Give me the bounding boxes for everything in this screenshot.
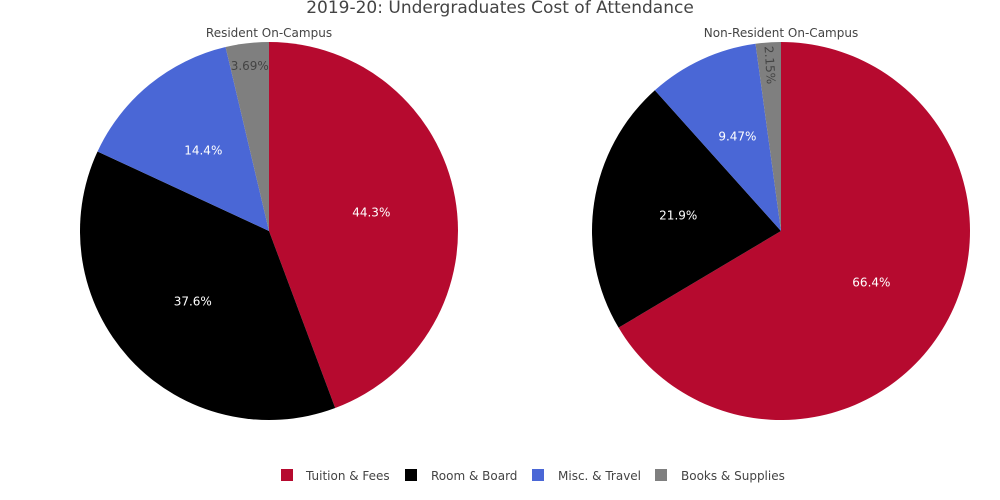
slice-label-non-resident-books-supplies: 2.15%: [761, 46, 778, 85]
legend-label-books-supplies: Books & Supplies: [681, 469, 785, 483]
legend-item-room-board[interactable]: Room & Board: [405, 469, 517, 483]
slice-label-resident-tuition-fees: 44.3%: [352, 205, 390, 219]
pie-slice-non-resident-tuition-fees[interactable]: [618, 42, 970, 420]
slice-label-non-resident-tuition-fees: 66.4%: [852, 275, 890, 289]
chart-title: 2019-20: Undergraduates Cost of Attendan…: [306, 0, 694, 18]
pie-title-non-resident: Non-Resident On-Campus: [704, 26, 858, 40]
slice-label-resident-room-board: 37.6%: [174, 295, 212, 309]
legend-swatch-tuition-fees: [281, 469, 293, 481]
legend-item-tuition-fees[interactable]: Tuition & Fees: [281, 469, 390, 483]
pie-slice-non-resident-books-supplies[interactable]: [755, 42, 781, 231]
legend-item-misc-travel[interactable]: Misc. & Travel: [532, 469, 641, 483]
pie-slice-resident-room-board[interactable]: [79, 151, 336, 420]
legend-swatch-misc-travel: [532, 469, 544, 481]
legend-swatch-books-supplies: [655, 469, 667, 481]
pie-title-resident: Resident On-Campus: [206, 26, 332, 40]
slice-label-resident-books-supplies: 3.69%: [231, 59, 269, 73]
pie-slice-non-resident-room-board[interactable]: [592, 90, 781, 328]
slice-label-resident-misc-travel: 14.4%: [184, 143, 222, 157]
legend-label-tuition-fees: Tuition & Fees: [305, 469, 390, 483]
legend-item-books-supplies[interactable]: Books & Supplies: [655, 469, 785, 483]
slices-non-resident: 66.4% 21.9% 9.47% 2.15%: [592, 42, 970, 420]
slices-resident: 44.3% 37.6% 14.4% 3.69%: [79, 42, 458, 420]
legend-label-room-board: Room & Board: [431, 469, 517, 483]
pie-slice-non-resident-misc-travel[interactable]: [654, 43, 781, 231]
legend: Tuition & Fees Room & Board Misc. & Trav…: [281, 469, 785, 483]
legend-label-misc-travel: Misc. & Travel: [558, 469, 641, 483]
pie-slice-resident-tuition-fees[interactable]: [269, 42, 458, 409]
pie-resident: Resident On-Campus 44.3% 37.6% 14.4% 3.69%: [79, 26, 458, 420]
slice-label-non-resident-room-board: 21.9%: [659, 208, 697, 222]
legend-swatch-room-board: [405, 469, 417, 481]
pie-slice-resident-misc-travel[interactable]: [97, 47, 269, 231]
pie-slice-resident-books-supplies[interactable]: [225, 42, 269, 231]
pie-non-resident: Non-Resident On-Campus 66.4% 21.9% 9.47% 2.…: [592, 26, 970, 420]
slice-label-non-resident-misc-travel: 9.47%: [718, 130, 756, 144]
